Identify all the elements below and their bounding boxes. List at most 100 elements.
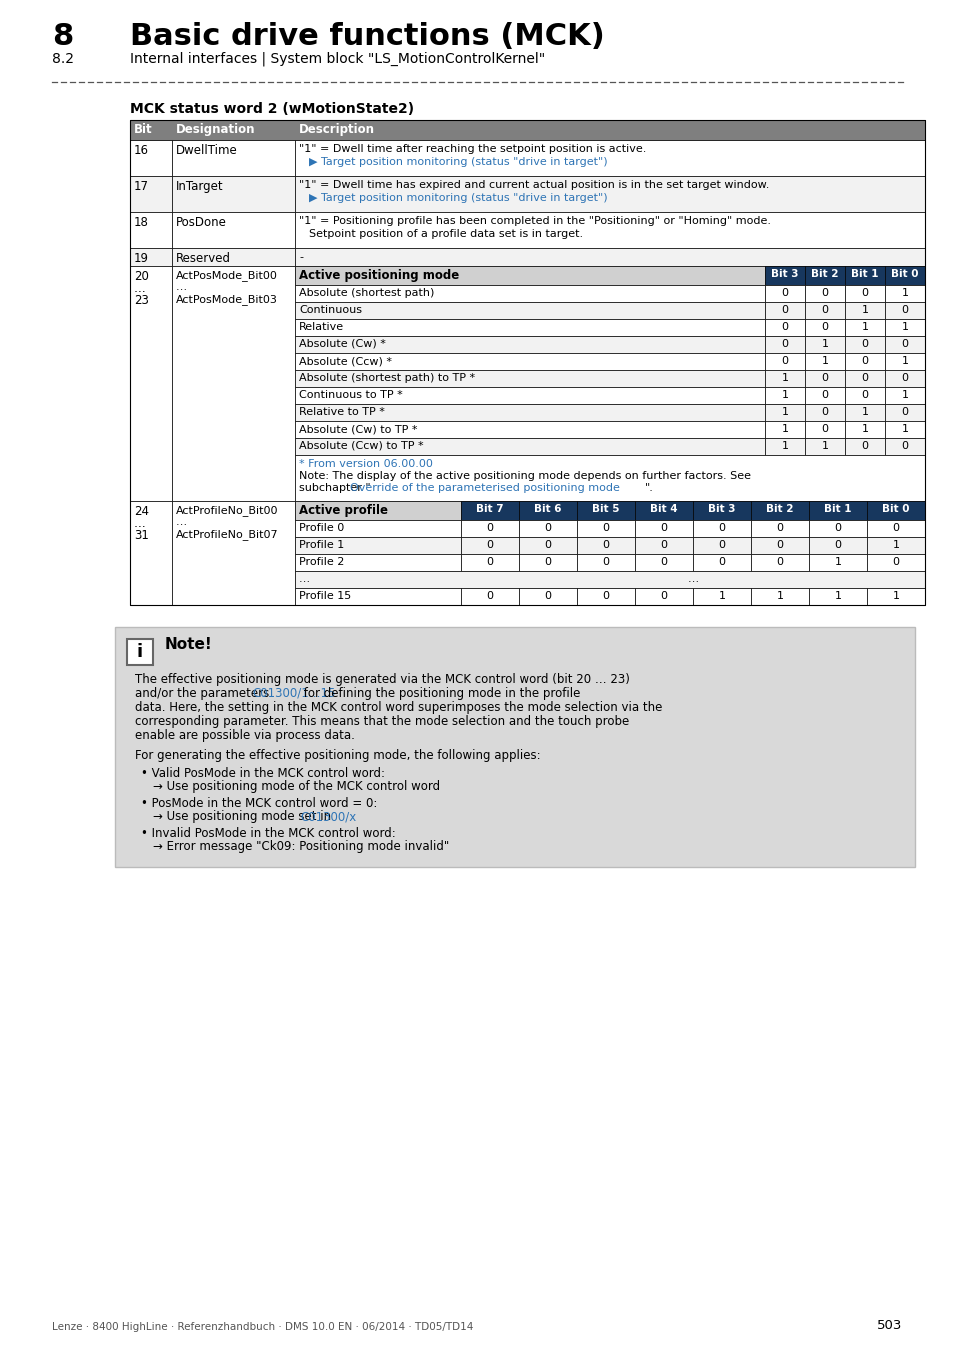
Text: 1: 1	[861, 424, 867, 433]
Text: Profile 2: Profile 2	[298, 558, 344, 567]
Bar	[844, 370, 884, 387]
Text: 16: 16	[133, 144, 149, 157]
Bar	[866, 537, 924, 554]
Text: Basic drive functions (MCK): Basic drive functions (MCK)	[130, 22, 604, 51]
Text: → Use positioning mode set in: → Use positioning mode set in	[152, 810, 335, 824]
Text: • PosMode in the MCK control word = 0:: • PosMode in the MCK control word = 0:	[141, 796, 377, 810]
Text: 0: 0	[486, 591, 493, 601]
Text: Absolute (shortest path): Absolute (shortest path)	[298, 288, 434, 298]
Text: 0: 0	[861, 441, 867, 451]
Text: i: i	[137, 643, 143, 662]
Bar	[844, 437, 884, 455]
Bar	[844, 387, 884, 404]
Text: 0: 0	[718, 558, 724, 567]
Bar	[294, 455, 924, 501]
Text: 0: 0	[821, 390, 827, 400]
Text: 1: 1	[781, 373, 788, 383]
Text: 0: 0	[602, 558, 609, 567]
Text: subchapter ": subchapter "	[298, 483, 370, 493]
Text: …: …	[687, 574, 698, 585]
Text: 20: 20	[133, 270, 149, 284]
Bar	[692, 589, 750, 605]
Text: "1" = Dwell time after reaching the setpoint position is active.: "1" = Dwell time after reaching the setp…	[298, 144, 646, 154]
Bar	[844, 266, 884, 285]
Text: …: …	[133, 282, 146, 296]
Text: 0: 0	[659, 591, 667, 601]
Bar	[294, 571, 924, 589]
Text: 0: 0	[901, 441, 907, 451]
Bar	[115, 626, 914, 867]
Bar	[866, 589, 924, 605]
Text: Bit: Bit	[133, 123, 152, 136]
Text: Bit 2: Bit 2	[810, 269, 838, 279]
Bar	[130, 501, 172, 605]
Bar	[127, 639, 152, 666]
Text: Setpoint position of a profile data set is in target.: Setpoint position of a profile data set …	[309, 230, 582, 239]
Bar	[635, 589, 692, 605]
Bar	[764, 387, 804, 404]
Bar	[808, 501, 866, 520]
Bar	[294, 370, 764, 387]
Text: 1: 1	[861, 406, 867, 417]
Text: Absolute (shortest path) to TP *: Absolute (shortest path) to TP *	[298, 373, 475, 383]
Bar	[808, 520, 866, 537]
Text: 1: 1	[776, 591, 782, 601]
Text: ▶ Target position monitoring (status "drive in target"): ▶ Target position monitoring (status "dr…	[309, 193, 607, 202]
Text: Internal interfaces | System block "LS_MotionControlKernel": Internal interfaces | System block "LS_M…	[130, 53, 545, 66]
Bar	[844, 319, 884, 336]
Text: 0: 0	[901, 339, 907, 350]
Text: 1: 1	[781, 424, 788, 433]
Text: 0: 0	[544, 558, 551, 567]
Bar	[294, 501, 460, 520]
Text: 1: 1	[834, 591, 841, 601]
Text: Bit 5: Bit 5	[592, 504, 619, 514]
Bar	[884, 387, 924, 404]
Text: 17: 17	[133, 180, 149, 193]
Text: 19: 19	[133, 252, 149, 265]
Bar	[130, 140, 172, 176]
Text: 0: 0	[861, 339, 867, 350]
Bar	[294, 212, 924, 248]
Text: 0: 0	[821, 424, 827, 433]
Text: ActProfileNo_Bit07: ActProfileNo_Bit07	[175, 529, 278, 540]
Text: 0: 0	[544, 522, 551, 533]
Text: ActPosMode_Bit00: ActPosMode_Bit00	[175, 270, 277, 281]
Text: enable are possible via process data.: enable are possible via process data.	[135, 729, 355, 742]
Text: 18: 18	[133, 216, 149, 230]
Text: 0: 0	[718, 540, 724, 549]
Bar	[130, 120, 924, 140]
Bar	[884, 370, 924, 387]
Text: …: …	[298, 574, 310, 585]
Text: 31: 31	[133, 529, 149, 541]
Bar	[884, 266, 924, 285]
Text: 0: 0	[861, 390, 867, 400]
Text: Bit 1: Bit 1	[850, 269, 878, 279]
Text: 1: 1	[901, 323, 907, 332]
Text: 0: 0	[602, 591, 609, 601]
Text: ".: ".	[644, 483, 653, 493]
Text: Description: Description	[298, 123, 375, 136]
Bar	[460, 589, 518, 605]
Text: DwellTime: DwellTime	[175, 144, 237, 157]
Text: 0: 0	[861, 356, 867, 366]
Bar	[804, 266, 844, 285]
Text: 1: 1	[892, 591, 899, 601]
Bar	[294, 248, 924, 266]
Text: 0: 0	[834, 540, 841, 549]
Text: ActPosMode_Bit03: ActPosMode_Bit03	[175, 294, 277, 305]
Text: 0: 0	[659, 540, 667, 549]
Bar	[808, 537, 866, 554]
Bar	[804, 387, 844, 404]
Bar	[635, 520, 692, 537]
Bar	[172, 266, 294, 501]
Bar	[692, 537, 750, 554]
Text: Active profile: Active profile	[298, 504, 388, 517]
Text: for defining the positioning mode in the profile: for defining the positioning mode in the…	[299, 687, 579, 701]
Text: Profile 15: Profile 15	[298, 591, 351, 601]
Bar	[808, 589, 866, 605]
Bar	[294, 437, 764, 455]
Text: Bit 4: Bit 4	[650, 504, 677, 514]
Bar	[294, 520, 460, 537]
Bar	[844, 421, 884, 437]
Bar	[844, 352, 884, 370]
